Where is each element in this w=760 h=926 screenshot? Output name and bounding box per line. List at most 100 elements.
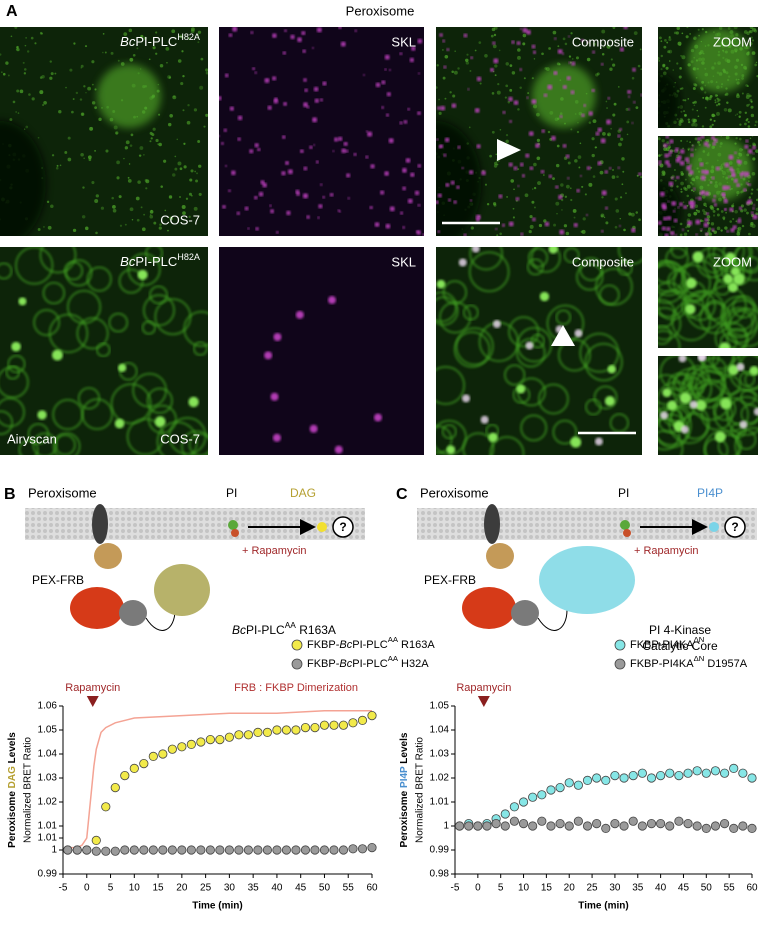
x-tick-label: 20	[176, 883, 188, 894]
texture	[124, 223, 127, 226]
texture	[143, 154, 145, 156]
puncta	[297, 37, 302, 43]
texture	[188, 192, 192, 196]
membrane-loop	[552, 419, 578, 445]
membrane-loop	[720, 306, 758, 344]
texture	[711, 145, 715, 150]
texture	[533, 162, 537, 167]
puncta	[713, 138, 718, 143]
texture	[567, 161, 571, 165]
text-part: AA	[388, 654, 399, 663]
texture	[610, 58, 613, 61]
texture	[717, 152, 722, 157]
texture	[565, 231, 570, 236]
texture	[679, 67, 682, 70]
method-label: Airyscan	[7, 431, 57, 446]
texture	[731, 205, 734, 208]
texture	[570, 32, 573, 35]
bright-puncta	[37, 410, 47, 420]
puncta	[697, 137, 701, 141]
bright-puncta	[725, 252, 736, 263]
puncta	[684, 157, 690, 162]
puncta	[254, 71, 258, 74]
texture	[603, 216, 606, 219]
texture	[688, 120, 691, 124]
puncta	[405, 158, 411, 163]
puncta	[680, 425, 689, 434]
micrograph	[0, 247, 208, 455]
membrane-loop	[515, 337, 546, 368]
puncta	[744, 175, 747, 178]
texture	[691, 177, 696, 182]
puncta	[443, 153, 447, 157]
texture	[110, 51, 114, 55]
texture	[735, 58, 740, 62]
puncta	[592, 50, 596, 54]
puncta	[257, 147, 261, 152]
texture	[87, 155, 92, 160]
fkbp-red	[70, 587, 124, 629]
membrane-loop	[668, 402, 710, 445]
puncta	[287, 169, 293, 175]
texture	[449, 91, 452, 94]
puncta	[309, 145, 313, 150]
texture	[106, 105, 110, 109]
puncta	[697, 196, 702, 201]
x-tick-label: 50	[701, 883, 713, 894]
data-point	[310, 722, 320, 733]
texture	[677, 151, 681, 155]
texture	[691, 108, 694, 111]
y-axis-title: Peroxisome DAG Levels	[7, 732, 18, 848]
puncta	[687, 220, 693, 226]
texture	[756, 75, 758, 78]
puncta	[463, 33, 468, 38]
data-point	[101, 846, 111, 856]
texture	[155, 52, 158, 55]
texture	[737, 170, 741, 174]
data-point	[482, 821, 492, 831]
bright-puncta	[692, 251, 704, 263]
membrane-loop	[63, 260, 84, 281]
text-part: Peroxisome	[399, 788, 410, 847]
texture	[94, 199, 99, 203]
texture	[486, 202, 490, 206]
membrane-loop	[672, 263, 712, 303]
puncta	[314, 98, 320, 103]
text-part: Bc	[339, 658, 352, 670]
texture	[705, 30, 708, 34]
texture	[687, 148, 690, 151]
puncta	[381, 106, 384, 109]
texture	[691, 183, 694, 186]
texture	[570, 128, 573, 131]
texture	[739, 137, 742, 141]
text-part: Bc	[120, 254, 136, 269]
texture	[10, 35, 13, 38]
puncta	[402, 226, 406, 229]
image-background	[219, 247, 424, 455]
puncta	[509, 119, 513, 123]
membrane-loop	[77, 387, 101, 410]
texture	[730, 40, 735, 45]
texture	[505, 134, 509, 137]
texture	[743, 160, 748, 165]
puncta	[729, 207, 734, 212]
data-point	[91, 846, 101, 856]
data-point	[63, 845, 73, 855]
texture	[168, 195, 173, 199]
texture	[736, 232, 741, 236]
texture	[709, 125, 713, 128]
puncta	[461, 166, 464, 170]
text-part: AA	[388, 635, 399, 644]
texture	[689, 33, 691, 35]
data-point	[329, 720, 339, 730]
texture	[94, 88, 97, 91]
puncta	[273, 332, 282, 341]
texture	[199, 85, 204, 90]
texture	[696, 109, 698, 112]
lipid-head	[623, 529, 631, 537]
texture	[452, 94, 456, 98]
texture	[668, 36, 671, 39]
texture	[72, 98, 75, 100]
y-tick-label: 1.05	[430, 701, 450, 712]
texture	[102, 32, 105, 35]
